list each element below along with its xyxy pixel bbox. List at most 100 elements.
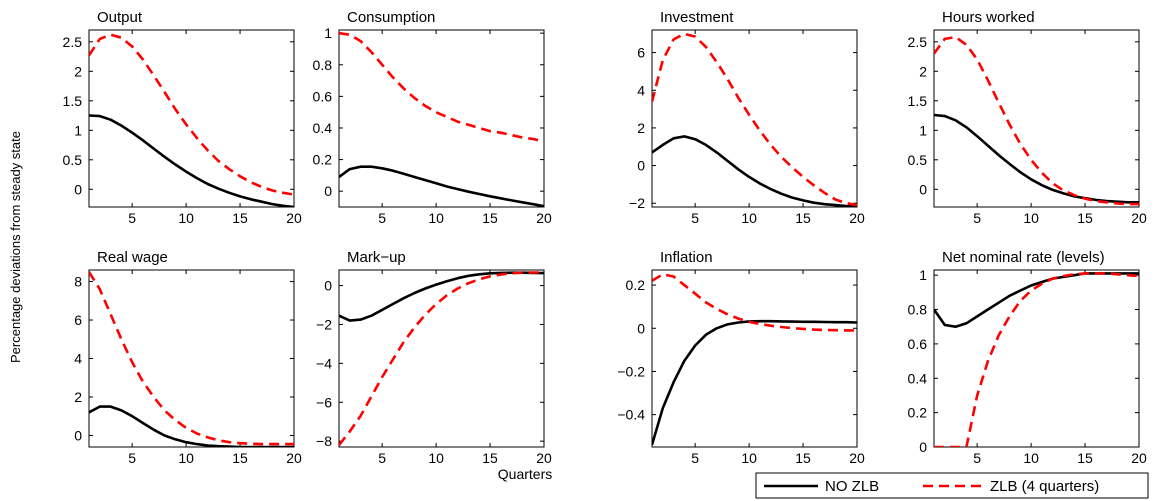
panel-4: Hours worked 5 10 15 20 0 0.5 1 1.5 2 2.5	[908, 9, 1147, 226]
x-tick-label: 15	[482, 210, 498, 226]
y-tick-label: 0	[324, 183, 332, 199]
x-tick-label: 15	[1077, 210, 1093, 226]
y-tick-label: 0	[637, 158, 645, 174]
y-tick-label: 1	[919, 122, 927, 138]
panel-title: Hours worked	[942, 9, 1035, 26]
y-tick-label: 1	[919, 267, 927, 283]
y-tick-label: 8	[74, 274, 82, 290]
x-tick-label: 20	[286, 450, 302, 466]
x-tick-label: 5	[378, 450, 386, 466]
y-tick-label: −4	[316, 355, 332, 371]
x-tick-label: 15	[482, 450, 498, 466]
plot-frame	[88, 269, 295, 448]
panel-title: Output	[97, 9, 143, 26]
plot-frame	[651, 269, 858, 448]
panel-title: Mark−up	[347, 249, 406, 266]
x-tick-label: 15	[1077, 450, 1093, 466]
legend-label-no-zlb: NO ZLB	[825, 478, 879, 495]
x-tick-label: 15	[795, 450, 811, 466]
plot-frame	[338, 269, 545, 448]
series-line-zlb	[652, 32, 857, 207]
panel-title: Investment	[660, 9, 734, 26]
x-tick-label: 5	[973, 210, 981, 226]
y-tick-label: 2.5	[908, 34, 928, 50]
y-tick-label: 0	[919, 181, 927, 197]
y-tick-label: 2	[637, 120, 645, 136]
x-tick-label: 10	[428, 210, 444, 226]
y-tick-label: 0.2	[908, 405, 928, 421]
y-tick-label: −8	[316, 433, 332, 449]
series-line-no-zlb	[89, 405, 294, 447]
y-tick-label: 0.5	[63, 152, 83, 168]
y-tick-label: 6	[637, 45, 645, 61]
x-tick-label: 10	[428, 450, 444, 466]
series-line-no-zlb	[339, 271, 544, 322]
x-tick-label: 20	[536, 210, 552, 226]
series-line-no-zlb	[652, 135, 857, 207]
y-tick-label: 2	[74, 63, 82, 79]
y-tick-label: 0.6	[313, 88, 333, 104]
y-tick-label: 0	[74, 181, 82, 197]
panel-title: Real wage	[97, 249, 168, 266]
y-tick-label: −2	[316, 316, 332, 332]
panel-1: Output 5 10 15 20 0 0.5 1 1.5 2 2.5	[63, 9, 302, 226]
y-axis-label: Percentage deviations from steady state	[8, 131, 23, 363]
y-tick-label: 0.4	[313, 120, 333, 136]
legend-label-zlb: ZLB (4 quarters)	[990, 478, 1099, 495]
y-tick-label: 1	[74, 122, 82, 138]
plot-frame	[338, 29, 545, 208]
x-tick-label: 15	[232, 210, 248, 226]
x-tick-label: 15	[232, 450, 248, 466]
x-tick-label: 20	[536, 450, 552, 466]
y-tick-label: 0.2	[626, 277, 646, 293]
x-tick-label: 10	[178, 210, 194, 226]
y-tick-label: 0.5	[908, 152, 928, 168]
x-tick-label: 5	[973, 450, 981, 466]
y-tick-label: 0	[919, 439, 927, 455]
y-tick-label: 1	[324, 25, 332, 41]
y-tick-label: 1.5	[908, 93, 928, 109]
series-line-zlb	[934, 272, 1139, 447]
y-tick-label: −0.4	[617, 407, 645, 423]
y-tick-label: 0.6	[908, 336, 928, 352]
panel-2: Consumption 5 10 15 20 0 0.2 0.4 0.6 0.8 1	[313, 9, 552, 226]
y-tick-label: 0.2	[313, 152, 333, 168]
y-tick-label: 2.5	[63, 34, 83, 50]
x-tick-label: 5	[128, 210, 136, 226]
y-tick-label: 4	[637, 82, 645, 98]
x-tick-label: 10	[178, 450, 194, 466]
y-tick-label: −2	[629, 195, 645, 211]
series-line-zlb	[89, 271, 294, 446]
series-line-no-zlb	[652, 319, 857, 446]
series-line-zlb	[934, 35, 1139, 206]
y-tick-label: 6	[74, 312, 82, 328]
x-tick-label: 20	[286, 210, 302, 226]
x-tick-label: 5	[691, 450, 699, 466]
panel-6: Mark−up 5 10 15 20 −8 −6 −4 −2 0	[316, 249, 552, 466]
plot-frame	[651, 29, 858, 208]
y-tick-label: 2	[919, 63, 927, 79]
x-tick-label: 20	[1131, 210, 1147, 226]
panel-title: Net nominal rate (levels)	[942, 249, 1105, 266]
y-tick-label: 0	[74, 427, 82, 443]
x-tick-label: 5	[128, 450, 136, 466]
y-tick-label: 0.4	[908, 370, 928, 386]
series-line-no-zlb	[89, 114, 294, 207]
legend: NO ZLB ZLB (4 quarters)	[755, 472, 1149, 499]
y-tick-label: −0.2	[617, 363, 645, 379]
series-line-zlb	[339, 31, 544, 143]
x-tick-label: 20	[1131, 450, 1147, 466]
panel-7: Inflation 5 10 15 20 −0.4 −0.2 0 0.2	[617, 249, 865, 466]
series-line-zlb	[339, 271, 544, 446]
y-tick-label: 1.5	[63, 93, 83, 109]
series-line-no-zlb	[339, 165, 544, 207]
x-tick-label: 10	[1023, 450, 1039, 466]
plot-frame	[933, 269, 1140, 448]
series-line-zlb	[652, 272, 857, 332]
panel-title: Consumption	[347, 9, 435, 26]
x-tick-label: 10	[741, 450, 757, 466]
plot-frame	[88, 29, 295, 208]
plot-frame	[933, 29, 1140, 208]
